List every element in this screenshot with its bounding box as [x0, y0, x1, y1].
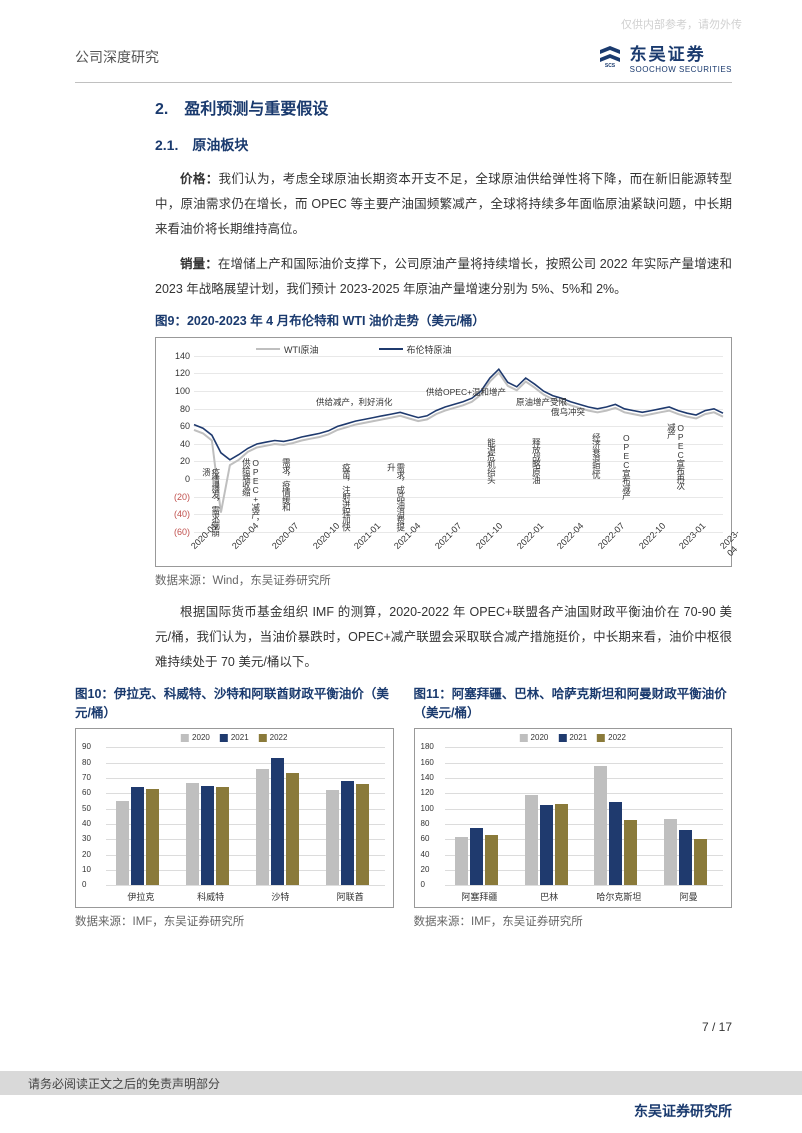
paragraph-imf: 根据国际货币基金组织 IMF 的测算，2020-2022 年 OPEC+联盟各产…: [155, 600, 732, 675]
price-label: 价格：: [180, 172, 219, 186]
paragraph-volume: 销量：在增储上产和国际油价支撑下，公司原油产量将持续增长，按照公司 2022 年…: [155, 252, 732, 302]
fig11-title: 图11：阿塞拜疆、巴林、哈萨克斯坦和阿曼财政平衡油价（美元/桶）: [414, 685, 733, 723]
logo: SCS 东吴证券 SOOCHOW SECURITIES: [596, 40, 732, 74]
volume-text: 在增储上产和国际油价支撑下，公司原油产量将持续增长，按照公司 2022 年实际产…: [155, 257, 732, 296]
page-header: 公司深度研究 SCS 东吴证券 SOOCHOW SECURITIES: [75, 40, 732, 83]
heading-3: 2.1. 原油板块: [155, 135, 732, 155]
svg-text:SCS: SCS: [605, 63, 616, 68]
logo-cn: 东吴证券: [630, 40, 732, 65]
fig10-chart: 0102030405060708090202020212022伊拉克科威特沙特阿…: [75, 728, 394, 908]
fig10-source: 数据来源：IMF，东吴证券研究所: [75, 913, 394, 929]
logo-en: SOOCHOW SECURITIES: [630, 65, 732, 74]
header-title: 公司深度研究: [75, 47, 159, 67]
main-content: 2. 盈利预测与重要假设 2.1. 原油板块 价格：我们认为，考虑全球原油长期资…: [75, 95, 732, 929]
fig11-chart: 020406080100120140160180202020212022阿塞拜疆…: [414, 728, 733, 908]
fig10-title: 图10：伊拉克、科威特、沙特和阿联酋财政平衡油价（美元/桶）: [75, 685, 394, 723]
paragraph-price: 价格：我们认为，考虑全球原油长期资本开支不足，全球原油供给弹性将下降，而在新旧能…: [155, 167, 732, 242]
fig9-chart: (60)(40)(20)0204060801001201402020-01202…: [155, 337, 732, 567]
volume-label: 销量：: [180, 257, 218, 271]
logo-icon: SCS: [596, 46, 624, 68]
chart-row: 图10：伊拉克、科威特、沙特和阿联酋财政平衡油价（美元/桶） 010203040…: [75, 685, 732, 930]
price-text: 我们认为，考虑全球原油长期资本开支不足，全球原油供给弹性将下降，而在新旧能源转型…: [155, 172, 732, 236]
watermark: 仅供内部参考，请勿外传: [621, 16, 742, 32]
fig9-title: 图9：2020-2023 年 4 月布伦特和 WTI 油价走势（美元/桶）: [155, 312, 732, 331]
heading-2: 2. 盈利预测与重要假设: [155, 95, 732, 119]
fig11-col: 图11：阿塞拜疆、巴林、哈萨克斯坦和阿曼财政平衡油价（美元/桶） 0204060…: [414, 685, 733, 930]
page-number: 7 / 17: [702, 1020, 732, 1034]
fig11-source: 数据来源：IMF，东吴证券研究所: [414, 913, 733, 929]
disclaimer: 请务必阅读正文之后的免责声明部分: [28, 1075, 220, 1092]
footer-band: 请务必阅读正文之后的免责声明部分: [0, 1071, 802, 1095]
fig10-col: 图10：伊拉克、科威特、沙特和阿联酋财政平衡油价（美元/桶） 010203040…: [75, 685, 394, 930]
footer-institution: 东吴证券研究所: [634, 1101, 732, 1121]
fig9-source: 数据来源：Wind，东吴证券研究所: [155, 572, 732, 588]
